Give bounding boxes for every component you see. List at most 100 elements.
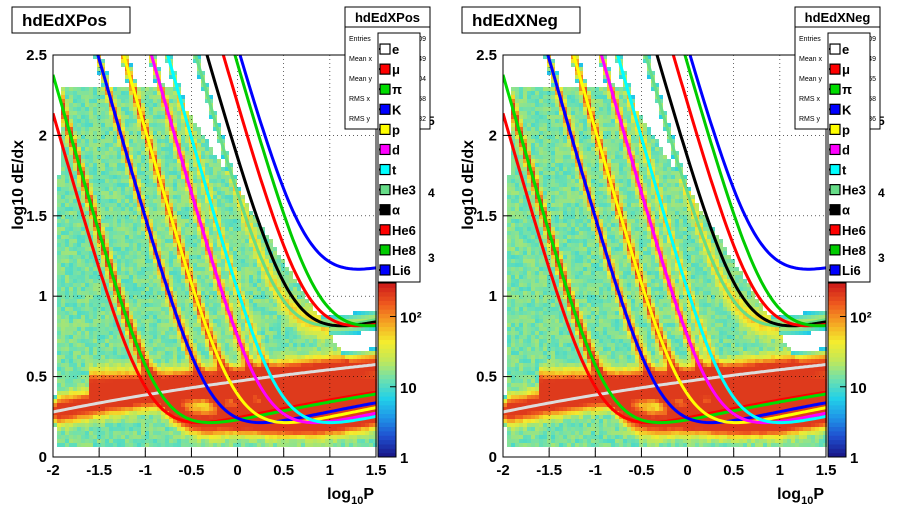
side-label: 3	[878, 251, 885, 265]
histogram-title: hdEdXPos	[12, 7, 130, 33]
stats-label: Mean x	[349, 56, 372, 63]
x-axis-title: log10P	[327, 486, 374, 507]
stats-label: Entries	[799, 36, 821, 43]
stats-title: hdEdXPos	[355, 10, 420, 25]
legend-label: He6	[392, 223, 416, 238]
legend-label: Li6	[842, 263, 861, 278]
title-text: hdEdXPos	[22, 11, 107, 30]
y-tick-label: 2.5	[476, 47, 497, 64]
x-tick-label: -1	[589, 462, 602, 479]
legend-marker	[830, 44, 840, 54]
legend-label: α	[392, 203, 400, 218]
legend-label: t	[842, 163, 847, 178]
legend-marker	[830, 165, 840, 175]
legend-marker	[380, 104, 390, 114]
x-tick-label: 0.5	[273, 462, 294, 479]
y-axis-title: log10 dE/dx	[10, 140, 27, 230]
y-tick-label: 0	[39, 449, 47, 466]
y-tick-label: 1.5	[476, 208, 497, 225]
legend-label: d	[392, 142, 400, 157]
x-tick-label: 1.5	[366, 462, 387, 479]
stats-label: Mean y	[799, 76, 822, 83]
stats-label: RMS y	[799, 116, 821, 123]
legend-label: π	[392, 82, 402, 97]
legend-marker	[830, 185, 840, 195]
x-tick-label: 1	[326, 462, 334, 479]
legend-label: He3	[392, 183, 416, 198]
legend-marker	[830, 64, 840, 74]
y-tick-label: 1.5	[26, 208, 47, 225]
legend-marker	[830, 225, 840, 235]
legend-marker	[830, 144, 840, 154]
stats-label: RMS y	[349, 116, 371, 123]
y-axis-title: log10 dE/dx	[460, 140, 477, 230]
legend-marker	[380, 185, 390, 195]
x-tick-label: 0	[233, 462, 241, 479]
y-tick-label: 2.5	[26, 47, 47, 64]
legend-marker	[380, 64, 390, 74]
z-tick-label: 1	[400, 450, 408, 467]
legend-label: α	[842, 203, 850, 218]
legend-marker	[380, 165, 390, 175]
legend-marker	[380, 225, 390, 235]
stats-label: RMS x	[799, 96, 821, 103]
histogram-title: hdEdXNeg	[462, 7, 580, 33]
z-tick-label: 1	[850, 450, 858, 467]
side-label: 4	[878, 186, 885, 200]
x-tick-label: -0.5	[628, 462, 654, 479]
stats-label: Mean y	[349, 76, 372, 83]
color-bar: 1 10 10²	[378, 283, 422, 467]
legend-label: He6	[842, 223, 866, 238]
y-tick-label: 2	[39, 127, 47, 144]
x-tick-label: -0.5	[178, 462, 204, 479]
side-label: 3	[428, 251, 435, 265]
legend-marker	[380, 124, 390, 134]
x-axis-title: log10P	[777, 486, 824, 507]
y-tick-label: 1	[39, 288, 47, 305]
side-label: 4	[428, 186, 435, 200]
legend-label: He3	[842, 183, 866, 198]
legend-label: Li6	[392, 263, 411, 278]
x-tick-label: 1	[776, 462, 784, 479]
x-tick-label: -1.5	[536, 462, 562, 479]
z-tick-label: 10²	[400, 310, 422, 327]
legend-label: t	[392, 163, 397, 178]
legend-label: μ	[842, 62, 850, 77]
legend-marker	[380, 205, 390, 215]
title-text: hdEdXNeg	[472, 11, 558, 30]
legend-marker	[830, 245, 840, 255]
legend-marker	[380, 265, 390, 275]
z-tick-label: 10	[400, 380, 417, 397]
legend-label: π	[842, 82, 852, 97]
legend-label: e	[842, 42, 849, 57]
x-tick-label: 0	[683, 462, 691, 479]
legend-label: p	[392, 122, 400, 137]
stats-label: Mean x	[799, 56, 822, 63]
stats-label: Entries	[349, 36, 371, 43]
legend-label: He8	[842, 243, 866, 258]
legend-marker	[830, 84, 840, 94]
x-tick-label: 1.5	[816, 462, 837, 479]
stats-label: RMS x	[349, 96, 371, 103]
y-tick-label: 0.5	[26, 369, 47, 386]
x-tick-label: -2	[46, 462, 59, 479]
legend-label: d	[842, 142, 850, 157]
legend-label: p	[842, 122, 850, 137]
legend-marker	[380, 144, 390, 154]
x-tick-label: -1	[139, 462, 152, 479]
legend-label: K	[392, 102, 402, 117]
legend-marker	[830, 124, 840, 134]
legend-label: μ	[392, 62, 400, 77]
legend-marker	[380, 84, 390, 94]
legend-label: He8	[392, 243, 416, 258]
legend-label: e	[392, 42, 399, 57]
z-tick-label: 10²	[850, 310, 872, 327]
stats-title: hdEdXNeg	[805, 10, 871, 25]
y-tick-label: 0.5	[476, 369, 497, 386]
legend-marker	[830, 265, 840, 275]
y-tick-label: 0	[489, 449, 497, 466]
